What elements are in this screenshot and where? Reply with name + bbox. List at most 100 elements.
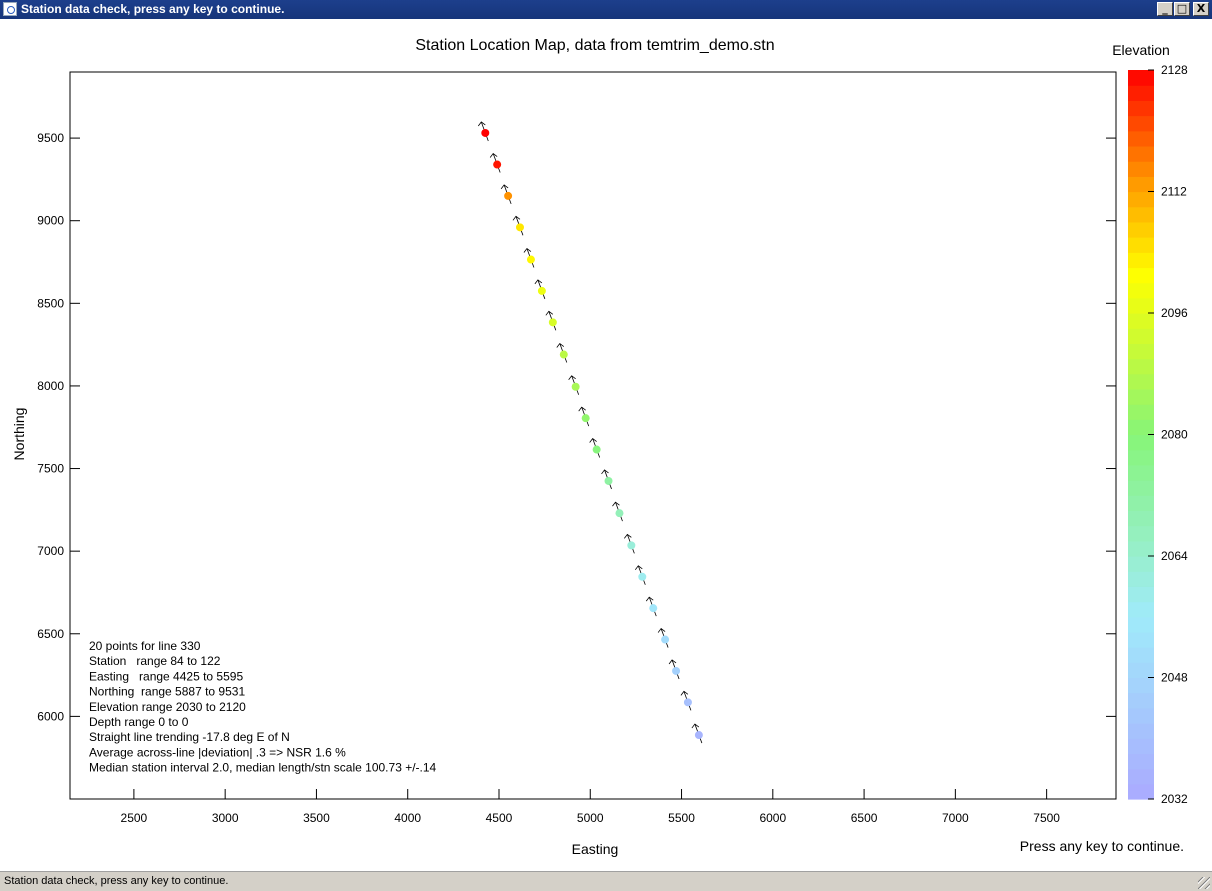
colorbar-swatch <box>1128 237 1154 253</box>
station-point <box>512 215 524 236</box>
colorbar-swatch <box>1128 328 1154 344</box>
status-text: Station data check, press any key to con… <box>4 875 229 887</box>
station-point <box>634 565 647 585</box>
colorbar-swatch <box>1128 783 1154 800</box>
colorbar-swatch <box>1128 282 1154 299</box>
x-tick-label: 4000 <box>394 811 421 825</box>
arrow-head <box>680 690 689 696</box>
station-marker <box>627 541 636 550</box>
station-marker <box>592 445 601 454</box>
station-marker <box>481 128 490 137</box>
station-marker <box>515 223 524 232</box>
colorbar-swatch <box>1128 662 1154 679</box>
x-axis-label: Easting <box>572 841 619 857</box>
colorbar-tick-label: 2112 <box>1161 185 1187 199</box>
arrow-head <box>601 469 609 475</box>
station-points <box>477 121 703 744</box>
colorbar-swatch <box>1128 161 1154 177</box>
colorbar-swatch <box>1128 601 1154 618</box>
colorbar-tick-label: 2080 <box>1161 428 1188 442</box>
info-line: Average across-line |deviation| .3 => NS… <box>89 745 346 759</box>
station-location-map: Station Location Map, data from temtrim_… <box>11 37 1188 857</box>
station-point <box>668 659 681 680</box>
arrow-head <box>568 375 576 380</box>
station-marker <box>504 191 513 200</box>
info-line: Depth range 0 to 0 <box>89 715 189 729</box>
chart-title: Station Location Map, data from temtrim_… <box>415 37 774 54</box>
colorbar-swatch <box>1128 692 1154 709</box>
colorbar-swatch <box>1128 70 1154 86</box>
colorbar-swatch <box>1128 571 1154 587</box>
arrow-head <box>556 342 565 348</box>
info-line: Easting range 4425 to 5595 <box>89 669 243 683</box>
info-line: 20 points for line 330 <box>89 639 201 653</box>
colorbar-swatch <box>1128 358 1154 375</box>
continue-prompt: Press any key to continue. <box>1020 838 1184 854</box>
station-point <box>534 279 546 300</box>
arrow-head <box>612 501 620 507</box>
arrow-head <box>589 437 597 443</box>
colorbar-swatch <box>1128 85 1154 101</box>
station-point <box>477 121 490 142</box>
station-marker <box>604 476 613 485</box>
colorbar-swatch <box>1128 313 1154 329</box>
arrow-head <box>657 627 666 633</box>
colorbar-swatch <box>1128 540 1154 557</box>
station-marker <box>548 318 557 327</box>
colorbar-swatch <box>1128 525 1154 542</box>
colorbar-swatch <box>1128 404 1154 420</box>
colorbar-tick-label: 2048 <box>1161 671 1188 685</box>
station-marker <box>537 286 546 295</box>
colorbar-label: Elevation <box>1112 42 1170 58</box>
station-marker <box>526 255 535 264</box>
colorbar-swatch <box>1128 616 1154 633</box>
app-icon[interactable] <box>3 2 17 16</box>
station-point <box>523 247 535 268</box>
colorbar-swatch <box>1128 388 1154 405</box>
x-tick-label: 3000 <box>212 811 239 825</box>
y-tick-label: 7000 <box>37 544 64 558</box>
close-button[interactable]: X <box>1193 2 1209 16</box>
arrow-head <box>645 596 654 602</box>
y-tick-label: 8000 <box>37 379 64 393</box>
y-axis-label: Northing <box>11 408 27 461</box>
arrow-head <box>500 184 509 190</box>
colorbar-swatch <box>1128 495 1154 512</box>
colorbar-tick-label: 2128 <box>1161 63 1188 77</box>
resize-grip-icon[interactable] <box>1198 877 1210 889</box>
x-tick-label: 6500 <box>851 811 878 825</box>
station-point <box>657 627 670 648</box>
arrow-head <box>578 406 586 412</box>
maximize-button[interactable]: □ <box>1174 2 1190 16</box>
colorbar-swatch <box>1128 510 1154 527</box>
x-tick-label: 5500 <box>668 811 695 825</box>
elevation-colorbar <box>1128 70 1154 800</box>
info-line: Station range 84 to 122 <box>89 654 221 668</box>
colorbar-swatch <box>1128 631 1154 648</box>
colorbar-swatch <box>1128 449 1154 466</box>
minimize-button[interactable]: _ <box>1157 2 1173 16</box>
y-tick-label: 8500 <box>37 296 64 310</box>
arrow-head <box>489 152 498 158</box>
station-point <box>568 375 580 395</box>
colorbar-swatch <box>1128 191 1154 208</box>
station-marker <box>559 350 568 359</box>
arrow-head <box>545 310 554 316</box>
colorbar-swatch <box>1128 176 1154 193</box>
station-point <box>578 406 590 427</box>
colorbar-swatch <box>1128 373 1154 390</box>
station-point <box>489 152 502 173</box>
x-tick-label: 7000 <box>942 811 969 825</box>
station-marker <box>683 698 692 707</box>
colorbar-swatch <box>1128 768 1154 785</box>
plot-frame <box>69 71 1117 800</box>
colorbar-swatch <box>1128 267 1154 284</box>
colorbar-swatch <box>1128 252 1154 269</box>
arrow-head <box>523 247 532 253</box>
colorbar-swatch <box>1128 221 1154 238</box>
y-tick-label: 7500 <box>37 462 64 476</box>
y-tick-label: 6500 <box>37 627 64 641</box>
colorbar-swatch <box>1128 297 1154 314</box>
colorbar-swatch <box>1128 753 1154 770</box>
station-point <box>680 690 692 711</box>
